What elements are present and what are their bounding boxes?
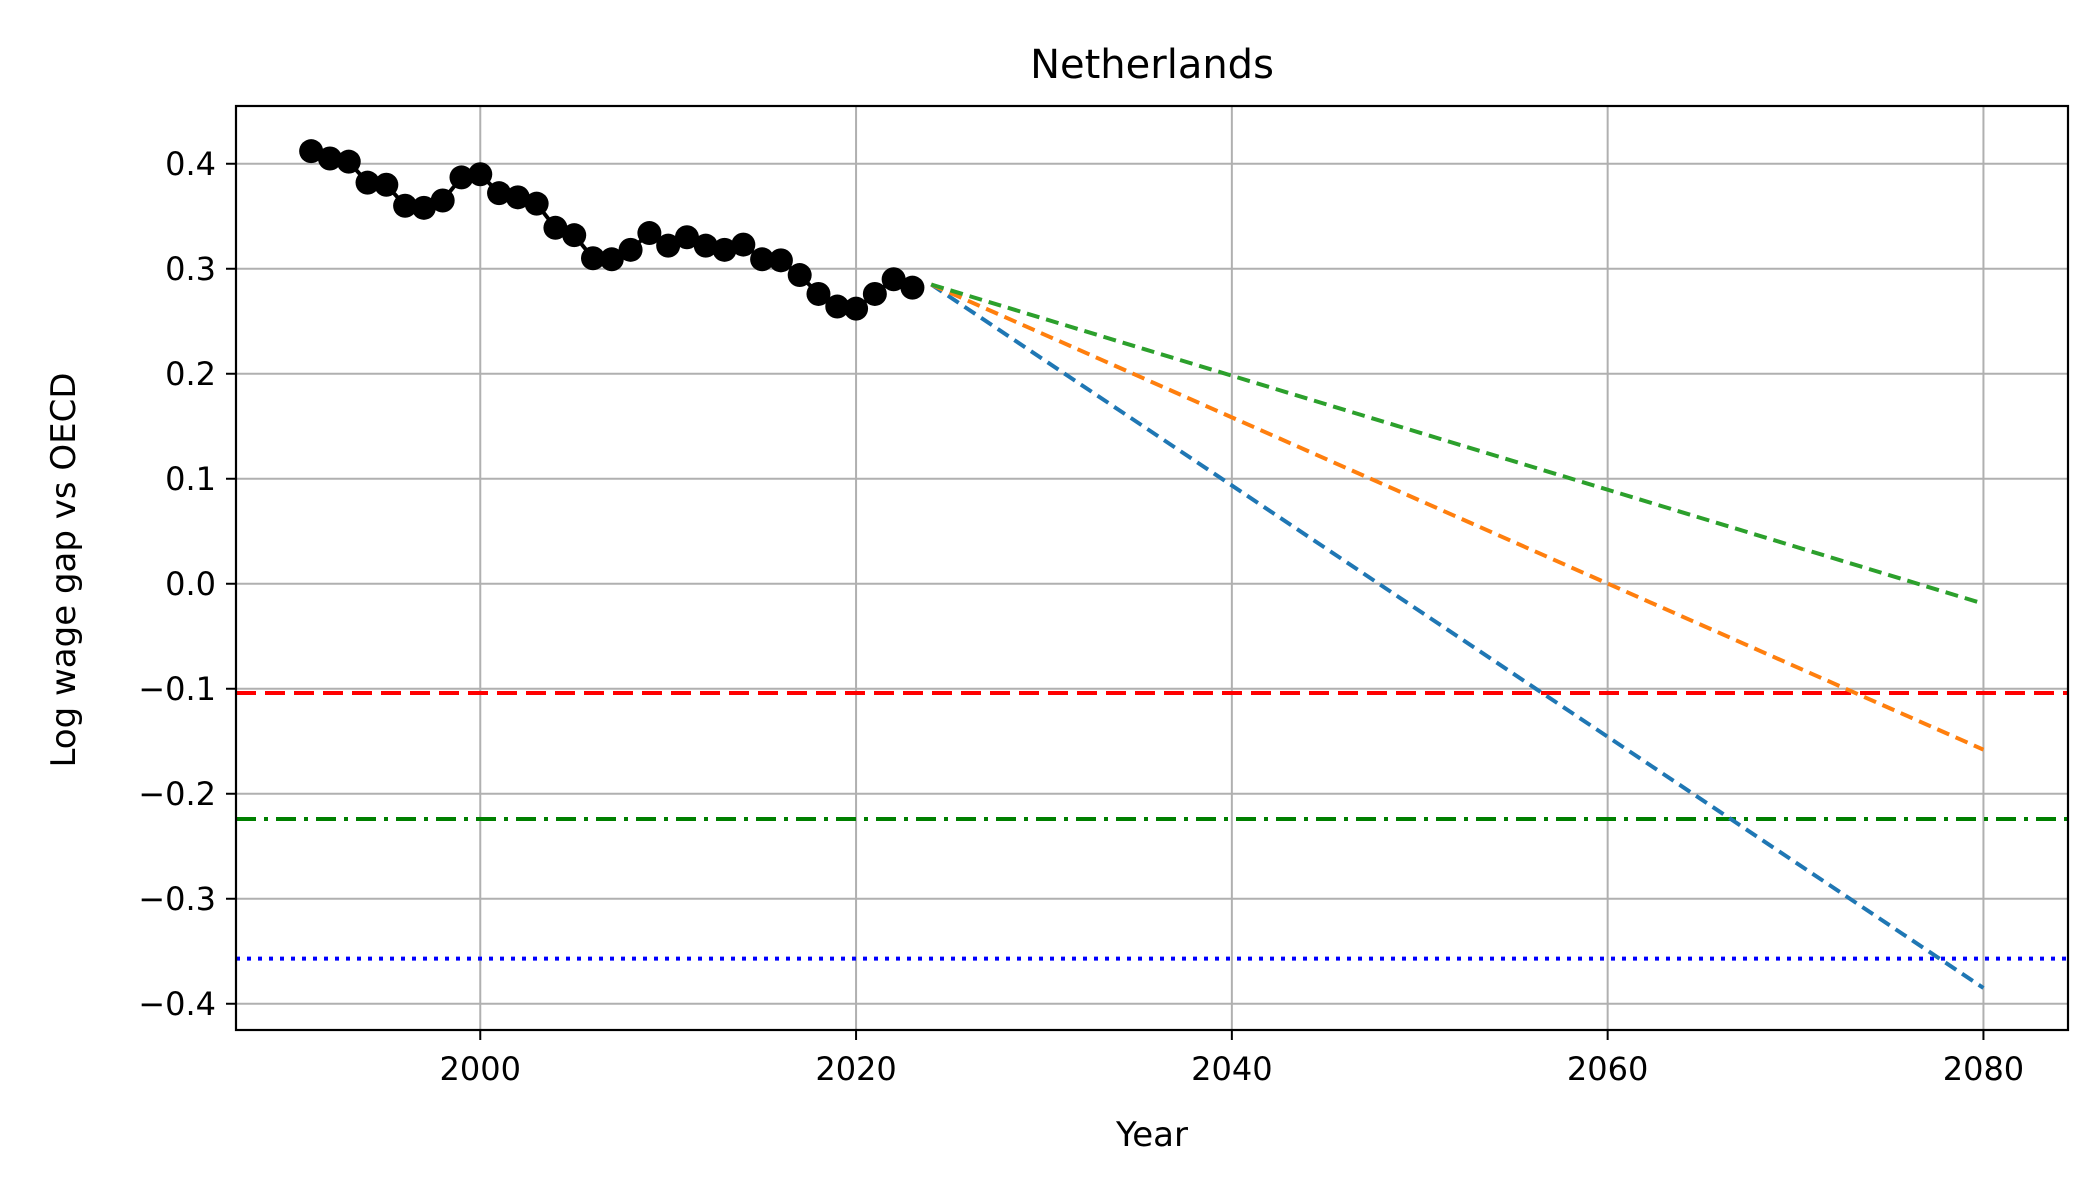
data-point bbox=[430, 188, 455, 213]
data-point bbox=[768, 248, 793, 273]
data-point bbox=[674, 225, 699, 250]
data-point bbox=[693, 233, 718, 258]
data-point bbox=[393, 193, 418, 218]
data-point bbox=[712, 237, 737, 262]
data-point bbox=[543, 215, 568, 240]
projection-line bbox=[930, 282, 1985, 752]
plot-frame bbox=[234, 104, 2070, 1032]
data-point bbox=[562, 223, 587, 248]
grid bbox=[236, 106, 2068, 1030]
data-point bbox=[825, 294, 850, 319]
data-point bbox=[881, 267, 906, 292]
data-point bbox=[637, 221, 662, 246]
y-tick-label: −0.1 bbox=[138, 670, 216, 708]
data-point bbox=[618, 237, 643, 262]
historical-series bbox=[299, 139, 925, 321]
data-point bbox=[299, 139, 324, 164]
data-point bbox=[900, 275, 925, 300]
data-point bbox=[787, 263, 812, 288]
y-tick-label: 0.3 bbox=[165, 250, 216, 288]
data-point bbox=[750, 247, 775, 272]
data-point bbox=[862, 281, 887, 306]
y-axis-label: Log wage gap vs OECD bbox=[44, 372, 84, 767]
y-tick-label: 0.4 bbox=[165, 145, 216, 183]
y-tick-label: 0.2 bbox=[165, 355, 216, 393]
x-tick-label: 2060 bbox=[1567, 1050, 1648, 1088]
projection-line bbox=[930, 282, 1985, 606]
axis-ticks: 2000 2020 2040 2060 2080 0.4 0.3 0.2 0.1 0.0 −0.1 −… bbox=[138, 145, 2024, 1088]
x-tick-label: 2020 bbox=[815, 1050, 896, 1088]
data-point bbox=[599, 247, 624, 272]
data-point bbox=[336, 149, 361, 174]
y-tick-label: 0.0 bbox=[165, 565, 216, 603]
y-tick-label: −0.2 bbox=[138, 775, 216, 813]
data-point bbox=[505, 185, 530, 210]
data-point bbox=[374, 172, 399, 197]
y-tick-label: −0.4 bbox=[138, 985, 216, 1023]
x-axis-label: Year bbox=[1115, 1115, 1188, 1155]
x-tick-label: 2040 bbox=[1191, 1050, 1272, 1088]
data-point bbox=[449, 165, 474, 190]
data-point bbox=[317, 146, 342, 171]
data-point bbox=[731, 232, 756, 257]
x-tick-label: 2080 bbox=[1943, 1050, 2024, 1088]
y-tick-label: 0.1 bbox=[165, 460, 216, 498]
data-point bbox=[411, 195, 436, 220]
data-point bbox=[656, 233, 681, 258]
reference-lines bbox=[236, 690, 2068, 961]
y-tick-label: −0.3 bbox=[138, 880, 216, 918]
chart-title: Netherlands bbox=[1030, 42, 1274, 88]
data-point bbox=[468, 162, 493, 187]
data-point bbox=[844, 296, 869, 321]
projection-lines bbox=[930, 282, 1985, 990]
x-tick-label: 2000 bbox=[440, 1050, 521, 1088]
data-point bbox=[806, 281, 831, 306]
data-point bbox=[524, 191, 549, 216]
data-point bbox=[355, 170, 380, 195]
projection-line bbox=[930, 282, 1985, 990]
data-point bbox=[581, 246, 606, 271]
data-point bbox=[487, 181, 512, 206]
